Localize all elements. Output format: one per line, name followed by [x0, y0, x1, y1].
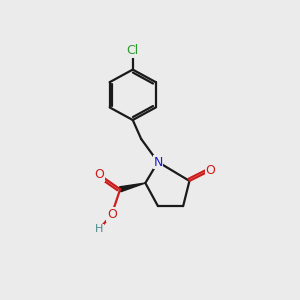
Text: Cl: Cl [127, 44, 139, 57]
Text: O: O [206, 164, 215, 177]
Text: N: N [153, 155, 163, 169]
Text: H: H [95, 224, 103, 234]
Polygon shape [119, 183, 146, 192]
Text: O: O [107, 208, 117, 221]
Text: O: O [94, 168, 104, 181]
